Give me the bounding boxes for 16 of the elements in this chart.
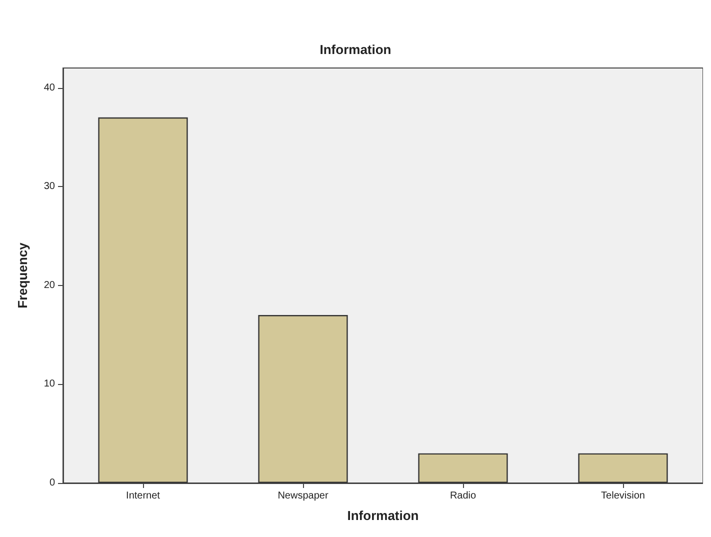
y-tick-label: 30 bbox=[44, 181, 56, 192]
bar bbox=[578, 453, 668, 483]
x-tick-label: Newspaper bbox=[278, 490, 329, 502]
y-tick-label: 20 bbox=[44, 280, 56, 291]
bar bbox=[98, 117, 188, 483]
y-tick-label: 10 bbox=[44, 378, 56, 390]
bar bbox=[258, 315, 348, 483]
x-tick-label: Television bbox=[601, 490, 645, 502]
x-axis-title: Information bbox=[347, 508, 419, 523]
chart-title: Information bbox=[320, 42, 392, 57]
y-tick-label: 40 bbox=[44, 82, 56, 94]
bar bbox=[418, 453, 508, 483]
y-axis-title: Frequency bbox=[15, 242, 30, 308]
x-tick-label: Internet bbox=[126, 490, 160, 502]
y-tick-label: 0 bbox=[49, 478, 56, 488]
x-tick-label: Radio bbox=[450, 490, 476, 502]
